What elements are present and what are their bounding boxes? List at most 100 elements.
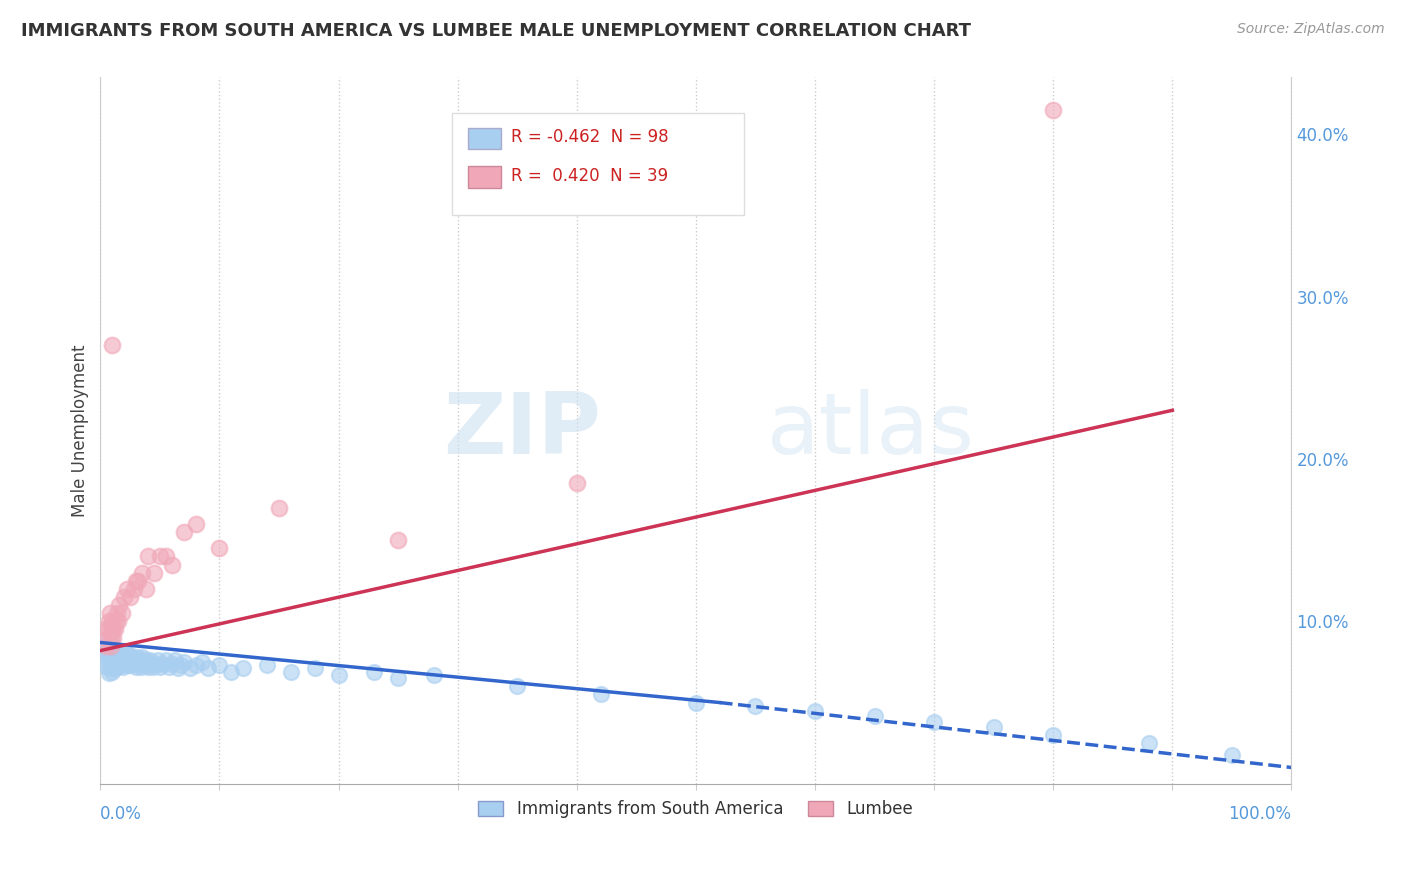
Point [1220,747,1243,762]
Point [112,650,135,665]
Point [97,642,120,657]
Point [101,658,124,673]
Point [506,679,529,693]
Point [118,651,141,665]
Point [149,549,172,564]
Point [117,655,139,669]
Point [112,657,135,671]
Point [120,590,142,604]
Point [160,558,183,572]
Point [983,720,1005,734]
Point [128,653,150,667]
FancyBboxPatch shape [451,112,744,215]
Point [100,661,122,675]
Point [114,643,136,657]
Point [103,643,125,657]
Point [685,696,707,710]
Point [125,653,148,667]
Point [165,653,187,667]
Point [107,645,129,659]
Point [863,708,886,723]
Point [280,665,302,679]
Point [136,549,159,564]
Point [115,582,138,596]
Point [127,650,149,665]
Point [101,338,124,352]
Point [104,623,127,637]
Point [108,648,131,663]
Text: Source: ZipAtlas.com: Source: ZipAtlas.com [1237,22,1385,37]
Point [125,660,148,674]
Point [104,651,127,665]
Text: 100.0%: 100.0% [1229,805,1292,823]
Point [173,524,195,539]
Point [184,658,207,673]
Point [256,658,278,673]
Point [179,661,201,675]
Point [100,650,122,665]
Point [103,653,125,667]
Point [127,657,149,671]
Point [221,665,243,679]
Point [96,660,118,674]
Point [184,516,207,531]
Point [142,660,165,674]
Point [120,658,142,673]
FancyBboxPatch shape [468,167,501,187]
Point [108,598,131,612]
Point [101,645,124,659]
Point [111,660,134,674]
Point [111,647,134,661]
Point [97,623,120,637]
Y-axis label: Male Unemployment: Male Unemployment [72,344,89,516]
Point [100,631,122,645]
Point [115,648,138,663]
Point [155,549,177,564]
Point [98,606,121,620]
Point [96,643,118,657]
Point [155,653,177,667]
Point [120,655,142,669]
Point [105,606,128,620]
Point [423,668,446,682]
Point [304,661,326,675]
Point [96,623,118,637]
Point [112,590,135,604]
Point [132,657,155,671]
Point [565,476,588,491]
Point [121,651,143,665]
Point [97,666,120,681]
Legend: Immigrants from South America, Lumbee: Immigrants from South America, Lumbee [472,794,920,825]
Point [120,648,142,663]
Text: ZIP: ZIP [443,389,600,472]
Point [100,640,122,655]
Point [142,566,165,580]
Point [387,671,409,685]
Point [125,574,148,588]
Point [105,650,128,665]
Point [98,645,121,659]
Point [105,660,128,674]
Point [744,698,766,713]
Point [96,655,118,669]
Point [159,660,181,674]
Point [139,653,162,667]
Point [101,615,124,629]
Point [150,657,173,671]
Point [804,704,827,718]
Point [98,635,121,649]
Point [197,661,219,675]
Text: atlas: atlas [768,389,976,472]
Point [149,660,172,674]
Point [922,714,945,729]
Point [114,653,136,667]
Point [101,655,124,669]
Point [328,668,350,682]
Point [190,655,212,669]
Point [363,665,385,679]
Point [96,648,118,663]
Text: R =  0.420  N = 39: R = 0.420 N = 39 [512,168,668,186]
Point [96,631,118,645]
Point [143,657,166,671]
Point [96,639,118,653]
